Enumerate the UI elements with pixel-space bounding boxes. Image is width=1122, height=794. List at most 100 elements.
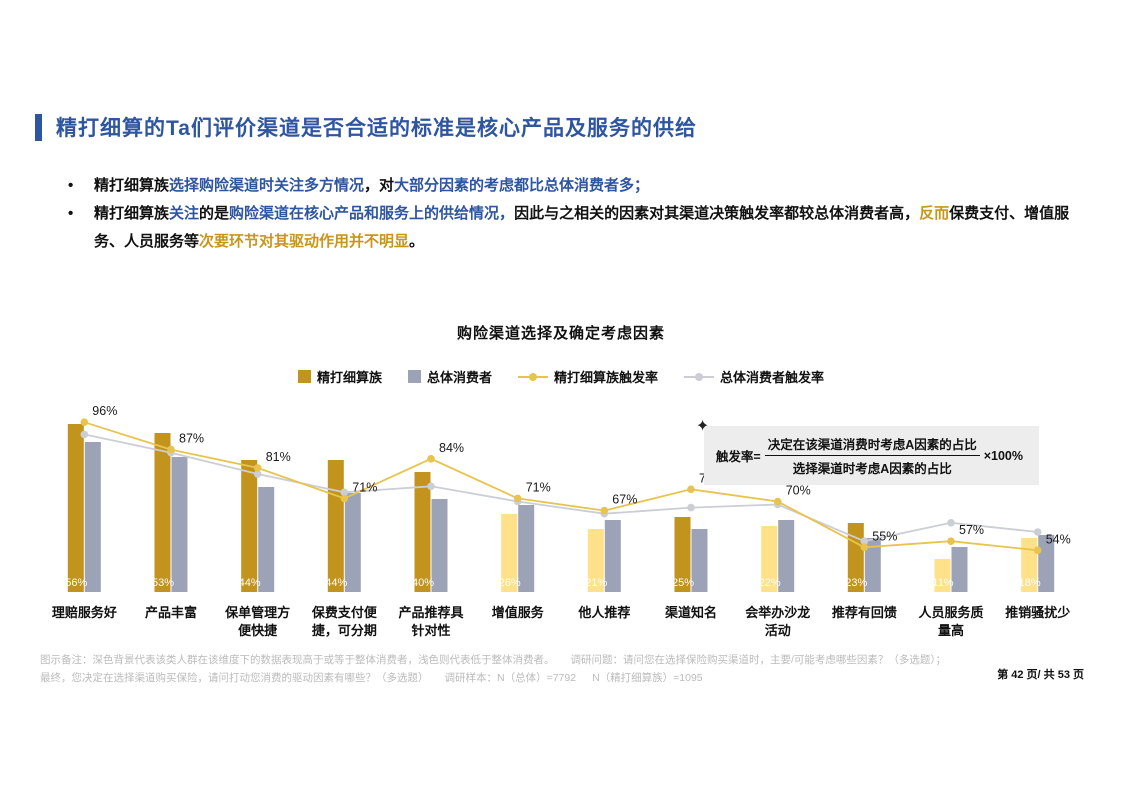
page-title: 精打细算的Ta们评价渠道是否合适的标准是核心产品及服务的供给 bbox=[56, 117, 697, 140]
bullet-segment: 精打细算族 bbox=[94, 204, 170, 222]
category-label: 理赔服务好 bbox=[51, 605, 117, 620]
bar-value-label: 56% bbox=[65, 577, 87, 589]
page-number: 第 42 页/ 共 53 页 bbox=[997, 669, 1084, 681]
marker-group1 bbox=[513, 494, 522, 503]
bar-value-label: 11% bbox=[932, 577, 953, 589]
formula-fraction: 决定在该渠道消费时考虑A因素的占比 选择渠道时考虑A因素的占比 bbox=[764, 434, 980, 477]
bullet-segment: 次要环节对其驱动作用并不明显 bbox=[199, 232, 410, 250]
line-value-label: 67% bbox=[612, 493, 637, 507]
category-label: 推销骚扰少 bbox=[1005, 605, 1071, 620]
bar-overall bbox=[1038, 535, 1055, 592]
bullet-marker: • bbox=[68, 177, 74, 194]
line-value-label: 81% bbox=[266, 450, 291, 464]
bar-group1 bbox=[587, 529, 604, 592]
legend-item-3: 精打细算族触发率 bbox=[518, 367, 658, 386]
formula-denominator: 选择渠道时考虑A因素的占比 bbox=[792, 462, 952, 476]
category-label: 保单管理方便快捷 bbox=[225, 605, 291, 638]
bullet-item: • 精打细算族选择购险渠道时关注多方情况，对大部分因素的考虑都比总体消费者多； bbox=[68, 172, 1076, 200]
bar-value-label: 21% bbox=[585, 577, 607, 589]
bullet-list: • 精打细算族选择购险渠道时关注多方情况，对大部分因素的考虑都比总体消费者多； • 精… bbox=[68, 172, 1076, 255]
marker-overall bbox=[340, 488, 349, 497]
chart-legend: 精打细算族 总体消费者 精打细算族触发率 总体消费者触发率 bbox=[41, 367, 1081, 386]
bullet-item: • 精打细算族关注的是购险渠道在核心产品和服务上的供给情况，因此与之相关的因素对其… bbox=[68, 200, 1076, 256]
marker-group1 bbox=[773, 497, 782, 506]
legend-label: 精打细算族触发率 bbox=[554, 370, 659, 385]
marker-group1 bbox=[860, 543, 869, 552]
bullet-segment: 的是 bbox=[199, 204, 230, 222]
marker-overall bbox=[687, 503, 695, 512]
bullet-segment: 选择购险渠道时关注多方情况 bbox=[169, 177, 365, 194]
category-label: 产品丰富 bbox=[145, 605, 198, 620]
bar-group1 bbox=[327, 460, 344, 592]
bullet-segment: 购险渠道在核心产品和服务上的供给情况， bbox=[229, 204, 515, 222]
category-label: 推荐有回馈 bbox=[831, 605, 897, 620]
bar-overall bbox=[258, 487, 275, 592]
bar-line-chart: 56% 53% 44% 44% 40% 26% 21% 25% 22% 23% 11% 18% 96% 8… bbox=[65, 404, 1071, 592]
bar-overall bbox=[864, 538, 881, 592]
marker-group1 bbox=[427, 455, 435, 463]
legend-item-1: 精打细算族 bbox=[297, 367, 382, 386]
category-label: 会举办沙龙活动 bbox=[745, 605, 811, 638]
category-label: 产品推荐具针对性 bbox=[398, 605, 464, 638]
line-value-label: 71% bbox=[526, 480, 551, 494]
bar-value-label: 26% bbox=[499, 577, 521, 589]
marker-overall bbox=[80, 430, 89, 439]
bar-value-label: 25% bbox=[672, 577, 694, 589]
bar-overall bbox=[778, 520, 795, 592]
marker-overall bbox=[253, 470, 262, 478]
bar-overall bbox=[344, 493, 361, 592]
bar-overall bbox=[431, 499, 448, 592]
marker-group1 bbox=[947, 537, 955, 545]
bar-overall bbox=[84, 442, 101, 592]
line-value-label: 87% bbox=[179, 432, 204, 446]
bar-overall bbox=[171, 457, 188, 592]
bar-value-label: 22% bbox=[759, 577, 781, 589]
bar-group1 bbox=[674, 517, 691, 592]
marker-overall bbox=[1033, 528, 1042, 536]
marker-group1 bbox=[600, 506, 609, 515]
marker-group1 bbox=[687, 485, 695, 494]
line-group1-trigger bbox=[84, 421, 1038, 552]
category-label: 渠道知名 bbox=[665, 605, 718, 620]
line-value-label: 55% bbox=[872, 529, 897, 543]
bar-group1 bbox=[241, 460, 258, 592]
legend-swatch-bar-icon bbox=[407, 370, 421, 383]
bar-value-label: 53% bbox=[152, 577, 174, 589]
legend-swatch-line-icon bbox=[684, 370, 715, 384]
legend-swatch-bar-icon bbox=[297, 370, 311, 383]
bar-group1 bbox=[67, 424, 84, 592]
line-value-label: 70% bbox=[786, 484, 811, 498]
line-overall-trigger bbox=[84, 433, 1038, 543]
bar-overall bbox=[604, 520, 621, 592]
legend-label: 总体消费者触发率 bbox=[720, 370, 825, 385]
marker-group1 bbox=[1033, 546, 1042, 555]
bullet-segment: 。 bbox=[409, 232, 425, 250]
bullet-segment: ，对 bbox=[364, 177, 395, 194]
footnote-sample-group: N（精打细算族）=1095 bbox=[592, 671, 703, 684]
marker-group1 bbox=[167, 445, 175, 454]
bar-overall bbox=[518, 505, 535, 592]
category-label: 保费支付便捷，可分期 bbox=[311, 605, 377, 638]
sparkle-cursor-icon: ✦ bbox=[695, 418, 710, 435]
line-value-label: 71% bbox=[352, 480, 377, 494]
line-value-label: 57% bbox=[959, 523, 984, 537]
bullet-segment: 反而 bbox=[919, 204, 950, 222]
bullet-segment: 因此与之相关的因素对其渠道决策触发率都较总体消费者高， bbox=[514, 204, 920, 222]
bar-group1 bbox=[934, 559, 951, 592]
formula-prefix: 触发率= bbox=[715, 450, 761, 464]
bullet-segment: 精打细算族 bbox=[94, 177, 170, 194]
legend-swatch-line-icon bbox=[518, 370, 548, 384]
bar-value-label: 23% bbox=[845, 577, 867, 589]
line-value-label: 84% bbox=[439, 441, 464, 455]
legend-label: 精打细算族 bbox=[316, 370, 382, 385]
bar-value-label: 18% bbox=[1019, 577, 1041, 589]
bar-group1 bbox=[1021, 538, 1038, 592]
bullet-segment: 大部分因素的考虑都比总体消费者多； bbox=[394, 177, 650, 194]
title-accent-bar bbox=[35, 113, 42, 141]
trigger-rate-formula: ✦ 触发率= 决定在该渠道消费时考虑A因素的占比 选择渠道时考虑A因素的占比 ×… bbox=[696, 418, 1039, 485]
bar-value-label: 40% bbox=[412, 577, 434, 589]
chart-title: 购险渠道选择及确定考虑因素 bbox=[456, 325, 665, 342]
category-label: 他人推荐 bbox=[578, 605, 631, 620]
bar-group1 bbox=[414, 472, 431, 592]
